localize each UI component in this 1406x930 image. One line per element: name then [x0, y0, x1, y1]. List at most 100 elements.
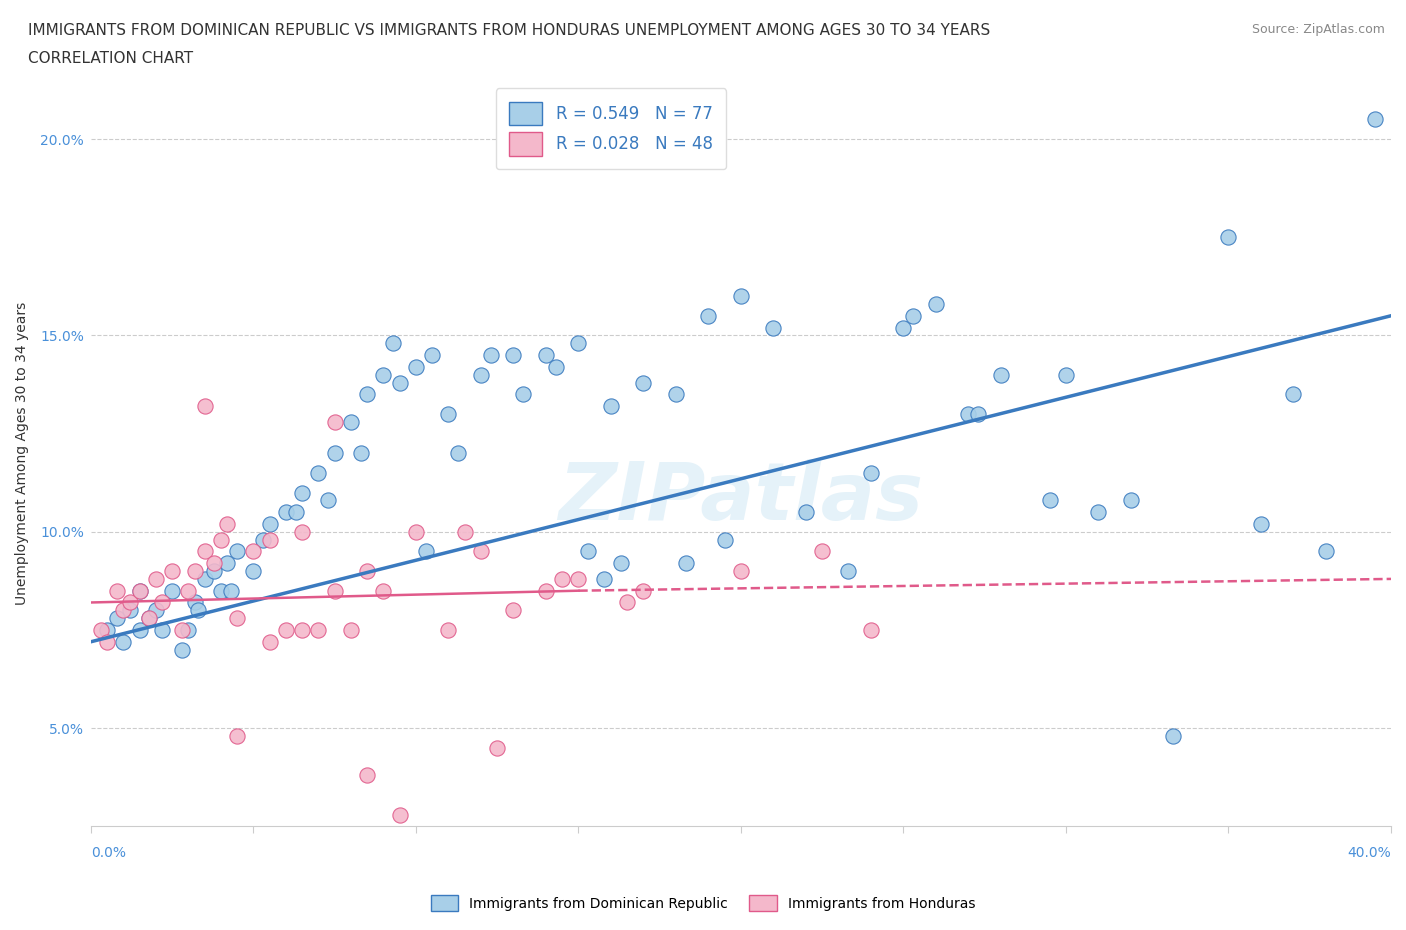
- Y-axis label: Unemployment Among Ages 30 to 34 years: Unemployment Among Ages 30 to 34 years: [15, 301, 30, 604]
- Point: [1039, 493, 1062, 508]
- Point: [593, 571, 616, 586]
- Point: [160, 564, 183, 578]
- Point: [291, 485, 314, 500]
- Point: [356, 768, 378, 783]
- Point: [1161, 728, 1184, 743]
- Point: [90, 622, 112, 637]
- Point: [486, 740, 509, 755]
- Point: [204, 564, 226, 578]
- Point: [209, 532, 232, 547]
- Point: [152, 595, 174, 610]
- Point: [957, 406, 980, 421]
- Point: [388, 807, 411, 822]
- Point: [152, 622, 174, 637]
- Text: Source: ZipAtlas.com: Source: ZipAtlas.com: [1251, 23, 1385, 36]
- Point: [437, 406, 460, 421]
- Point: [551, 571, 574, 586]
- Point: [252, 532, 274, 547]
- Point: [1282, 387, 1305, 402]
- Point: [479, 348, 502, 363]
- Point: [1119, 493, 1142, 508]
- Point: [128, 622, 150, 637]
- Point: [405, 359, 427, 374]
- Point: [323, 445, 346, 460]
- Point: [373, 583, 395, 598]
- Point: [990, 367, 1012, 382]
- Point: [217, 516, 239, 531]
- Point: [534, 583, 557, 598]
- Point: [415, 544, 437, 559]
- Point: [291, 622, 314, 637]
- Point: [274, 622, 297, 637]
- Point: [697, 309, 720, 324]
- Point: [633, 583, 655, 598]
- Point: [730, 288, 752, 303]
- Point: [96, 622, 118, 637]
- Point: [382, 336, 405, 351]
- Point: [145, 603, 167, 618]
- Point: [609, 556, 631, 571]
- Point: [145, 571, 167, 586]
- Point: [170, 622, 193, 637]
- Point: [1364, 112, 1386, 126]
- Point: [534, 348, 557, 363]
- Point: [194, 544, 217, 559]
- Point: [209, 583, 232, 598]
- Point: [356, 564, 378, 578]
- Point: [177, 622, 200, 637]
- Point: [762, 320, 785, 335]
- Point: [184, 595, 207, 610]
- Point: [470, 367, 492, 382]
- Text: 40.0%: 40.0%: [1347, 846, 1391, 860]
- Point: [1087, 505, 1109, 520]
- Point: [112, 634, 135, 649]
- Point: [567, 571, 589, 586]
- Point: [512, 387, 534, 402]
- Point: [616, 595, 638, 610]
- Point: [259, 634, 281, 649]
- Point: [160, 583, 183, 598]
- Point: [194, 399, 217, 414]
- Point: [259, 532, 281, 547]
- Point: [350, 445, 373, 460]
- Point: [420, 348, 443, 363]
- Point: [405, 525, 427, 539]
- Point: [204, 556, 226, 571]
- Point: [274, 505, 297, 520]
- Point: [242, 544, 264, 559]
- Point: [447, 445, 470, 460]
- Point: [128, 583, 150, 598]
- Legend: R = 0.549   N = 77, R = 0.028   N = 48: R = 0.549 N = 77, R = 0.028 N = 48: [496, 88, 725, 169]
- Point: [1250, 516, 1272, 531]
- Point: [1218, 230, 1240, 245]
- Point: [284, 505, 307, 520]
- Point: [903, 309, 925, 324]
- Point: [470, 544, 492, 559]
- Point: [118, 595, 141, 610]
- Point: [138, 611, 160, 626]
- Point: [576, 544, 599, 559]
- Point: [859, 465, 882, 480]
- Point: [226, 611, 249, 626]
- Point: [96, 634, 118, 649]
- Point: [502, 603, 524, 618]
- Point: [316, 493, 339, 508]
- Point: [567, 336, 589, 351]
- Point: [502, 348, 524, 363]
- Text: CORRELATION CHART: CORRELATION CHART: [28, 51, 193, 66]
- Point: [177, 583, 200, 598]
- Point: [112, 603, 135, 618]
- Point: [128, 583, 150, 598]
- Point: [217, 556, 239, 571]
- Point: [437, 622, 460, 637]
- Legend: Immigrants from Dominican Republic, Immigrants from Honduras: Immigrants from Dominican Republic, Immi…: [423, 887, 983, 919]
- Point: [454, 525, 477, 539]
- Point: [170, 643, 193, 658]
- Point: [633, 375, 655, 390]
- Point: [373, 367, 395, 382]
- Point: [105, 583, 128, 598]
- Point: [323, 415, 346, 430]
- Point: [859, 622, 882, 637]
- Point: [259, 516, 281, 531]
- Point: [291, 525, 314, 539]
